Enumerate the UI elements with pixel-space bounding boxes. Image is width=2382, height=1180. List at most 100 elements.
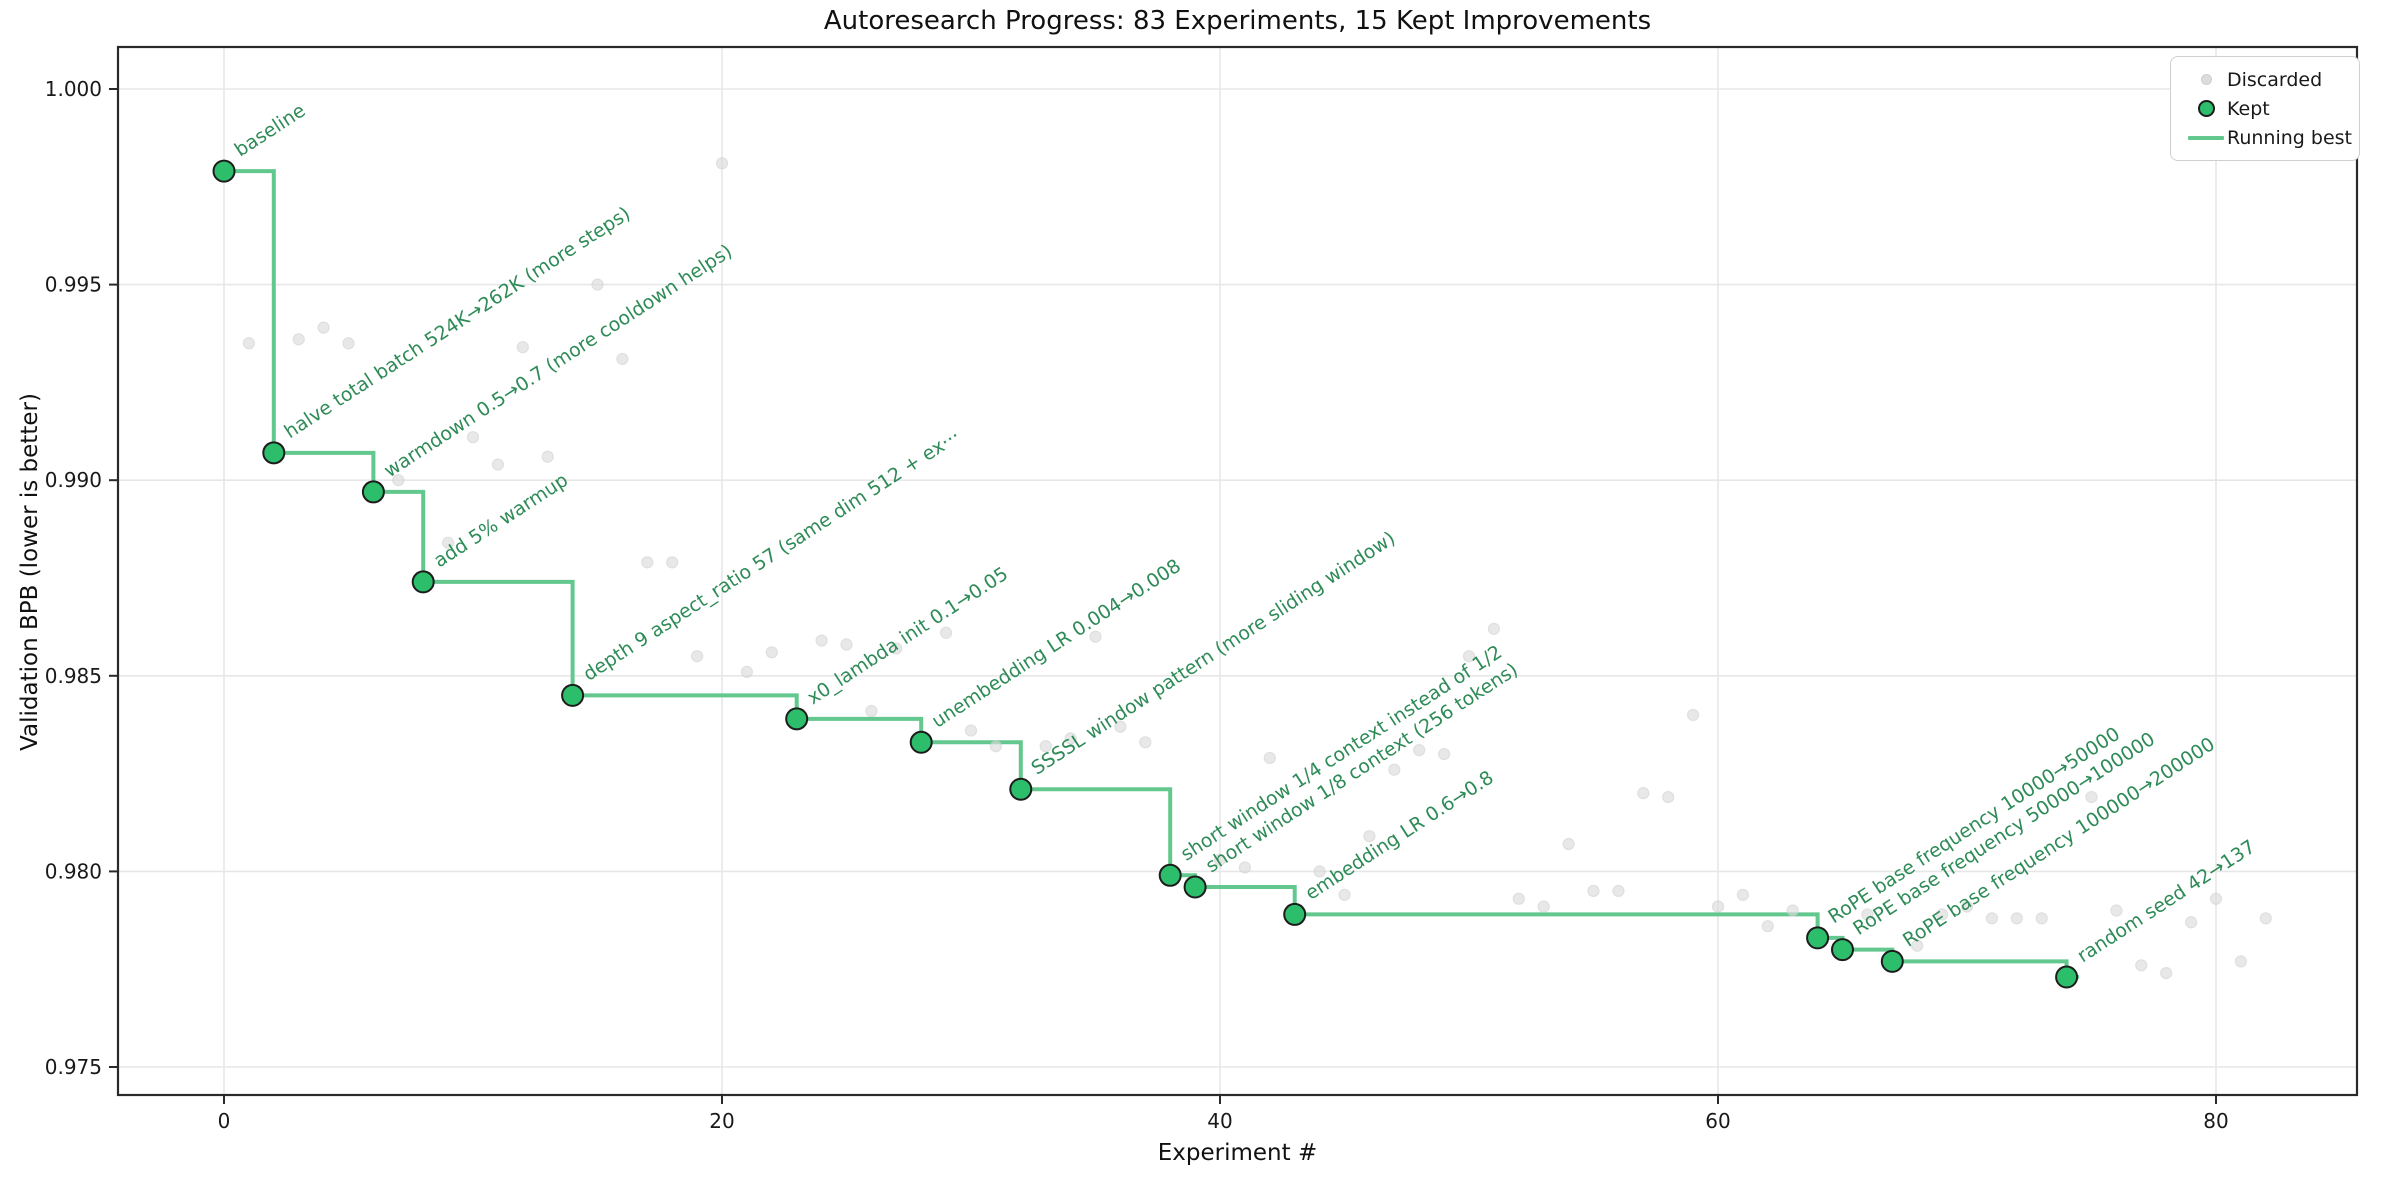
x-tick-label: 20 (709, 1109, 734, 1133)
kept-point (2055, 965, 2079, 989)
kept-point (1009, 777, 1033, 801)
discarded-point (2135, 959, 2148, 972)
discarded-point (641, 556, 654, 569)
running-best-marker-icon (2185, 135, 2227, 140)
y-tick-label: 0.980 (45, 859, 102, 883)
discarded-point (740, 665, 754, 678)
discarded-point (2234, 955, 2247, 968)
discarded-point (491, 458, 504, 471)
kept-point (909, 730, 933, 754)
discarded-point (1960, 900, 1974, 913)
kept-point (262, 441, 286, 465)
discarded-point (2209, 892, 2223, 905)
y-tick-label: 0.990 (45, 468, 102, 492)
discarded-point (1637, 787, 1650, 800)
discarded-point (591, 278, 604, 291)
discarded-point (292, 333, 305, 346)
discarded-point (1437, 747, 1451, 761)
y-axis-label: Validation BPB (lower is better) (17, 393, 43, 751)
annotation-label: short window 1/8 context (256 tokens) (1202, 659, 1522, 878)
x-tick-label: 40 (1207, 1109, 1232, 1133)
legend-item-discarded: Discarded (2171, 65, 2359, 94)
kept-point (1158, 863, 1182, 887)
kept-point (1880, 949, 1904, 973)
discarded-point (242, 337, 255, 350)
annotation-label: baseline (231, 100, 310, 162)
discarded-point (1213, 853, 1227, 866)
y-tick-label: 0.995 (45, 273, 102, 297)
y-tick-label: 0.975 (45, 1055, 102, 1079)
x-tick-label: 80 (2203, 1109, 2228, 1133)
discarded-point (1413, 744, 1426, 757)
discarded-point (765, 646, 778, 659)
discarded-point (1861, 908, 1874, 921)
kept-point (561, 683, 585, 707)
discarded-marker-icon (2185, 74, 2227, 85)
kept-point (1183, 875, 1207, 899)
discarded-point (1662, 790, 1675, 804)
legend-label: Running best (2227, 126, 2352, 149)
annotations: baseline halve total batch 524K→262K (mor… (231, 100, 2260, 968)
kept-point (361, 480, 385, 504)
discarded-point (1562, 837, 1575, 851)
discarded-point (616, 352, 629, 366)
discarded-point (815, 634, 828, 647)
discarded-point (1462, 650, 1476, 663)
discarded-point (1313, 865, 1326, 878)
kept-point (785, 707, 809, 731)
discarded-point (939, 626, 953, 639)
discarded-point (2110, 904, 2123, 917)
discarded-point (1089, 630, 1102, 643)
kept-marker-icon (2185, 100, 2227, 117)
legend-item-kept: Kept (2171, 94, 2359, 123)
discarded-point (1711, 900, 1725, 913)
discarded-point (1238, 861, 1252, 874)
annotation-label: warmdown 0.5→0.7 (more cooldown helps) (380, 240, 736, 482)
discarded-point (342, 337, 355, 350)
x-axis-label: Experiment # (1157, 1140, 1318, 1166)
discarded-point (2010, 912, 2023, 925)
discarded-point (1935, 908, 1949, 921)
annotation-label: random seed 42→137 (2073, 836, 2259, 967)
chart-title: Autoresearch Progress: 83 Experiments, 1… (823, 6, 1652, 36)
discarded-point (666, 556, 679, 569)
discarded-point (890, 642, 903, 655)
y-tick-label: 0.985 (45, 664, 102, 688)
discarded-point (1911, 939, 1924, 952)
discarded-point (2160, 967, 2173, 980)
plot-border (116, 45, 2359, 1097)
annotation-label: short window 1/4 context instead of 1/2 (1177, 641, 1506, 865)
discarded-point (865, 704, 878, 718)
y-tick-label: 1.000 (45, 77, 102, 101)
kept-point (212, 159, 236, 183)
discarded-point (1736, 888, 1750, 901)
discarded-point (2085, 790, 2098, 804)
annotation-label: add 5% warmup (430, 469, 572, 572)
discarded-point (1512, 892, 1525, 905)
kept-point (1806, 926, 1830, 950)
discarded-point (2259, 912, 2272, 925)
discarded-point (1587, 884, 1600, 898)
discarded-point (690, 650, 704, 663)
discarded-point (1114, 720, 1127, 733)
discarded-point (1064, 732, 1077, 745)
discarded-point (1537, 900, 1550, 913)
x-tick-label: 60 (1705, 1109, 1730, 1133)
discarded-point (2035, 912, 2048, 925)
discarded-point (964, 724, 978, 737)
discarded-point (1786, 904, 1799, 917)
discarded-point (1487, 622, 1501, 635)
discarded-point (989, 740, 1003, 753)
axis-ticks: 0 20 40 60 80 1.000 0.995 0.990 0.985 0.980 0.975 (45, 77, 2229, 1133)
x-tick-label: 0 (218, 1109, 231, 1133)
legend-label: Kept (2227, 97, 2270, 120)
discarded-point (2185, 916, 2198, 929)
kept-points (212, 159, 2079, 989)
discarded-point (840, 638, 853, 651)
discarded-point (1388, 763, 1401, 776)
discarded-point (1338, 888, 1351, 901)
discarded-point (442, 536, 455, 549)
legend: Discarded Kept Running best (2170, 56, 2360, 161)
discarded-point (466, 431, 480, 444)
kept-point (411, 570, 435, 594)
